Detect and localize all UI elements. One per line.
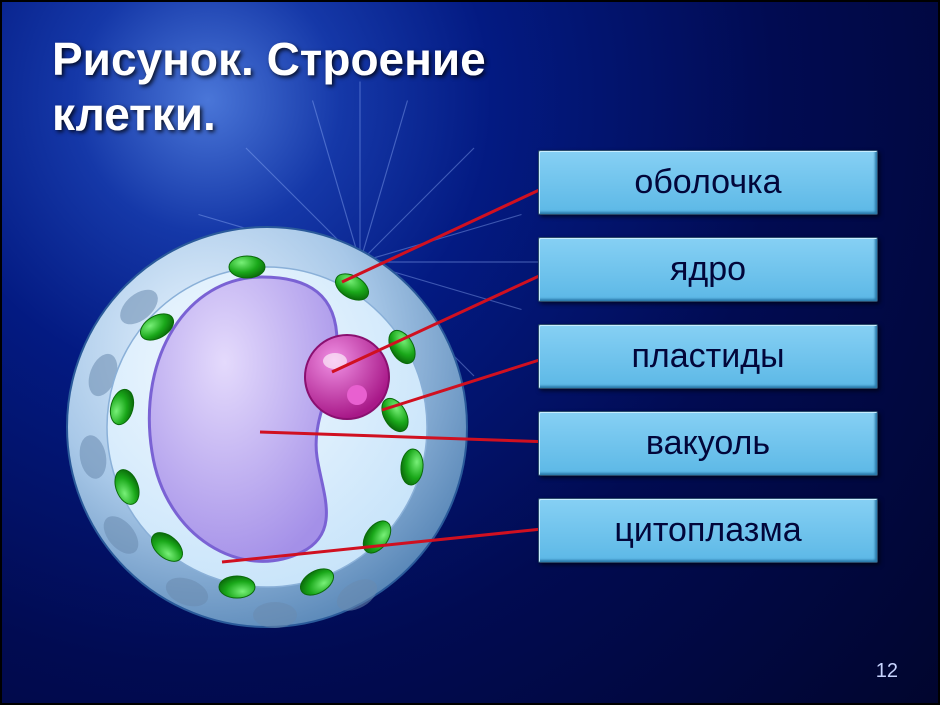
labels-column: оболочка ядро пластиды вакуоль цитоплазм…: [538, 150, 878, 563]
label-membrane: оболочка: [538, 150, 878, 215]
cell-diagram: [52, 212, 482, 642]
page-number: 12: [876, 660, 898, 683]
label-nucleus: ядро: [538, 237, 878, 302]
plastid: [229, 256, 265, 278]
slide: Рисунок. Строение клетки.: [0, 0, 940, 705]
label-vacuole: вакуоль: [538, 411, 878, 476]
nucleus-highlight: [323, 353, 347, 369]
title-line-1: Рисунок. Строение: [52, 33, 486, 85]
label-cytoplasm: цитоплазма: [538, 498, 878, 563]
plastid: [219, 576, 255, 598]
label-plastids: пластиды: [538, 324, 878, 389]
nucleolus: [347, 385, 367, 405]
wall-bump: [253, 602, 297, 628]
slide-title: Рисунок. Строение клетки.: [52, 32, 486, 142]
nucleus: [305, 335, 389, 419]
title-line-2: клетки.: [52, 88, 216, 140]
